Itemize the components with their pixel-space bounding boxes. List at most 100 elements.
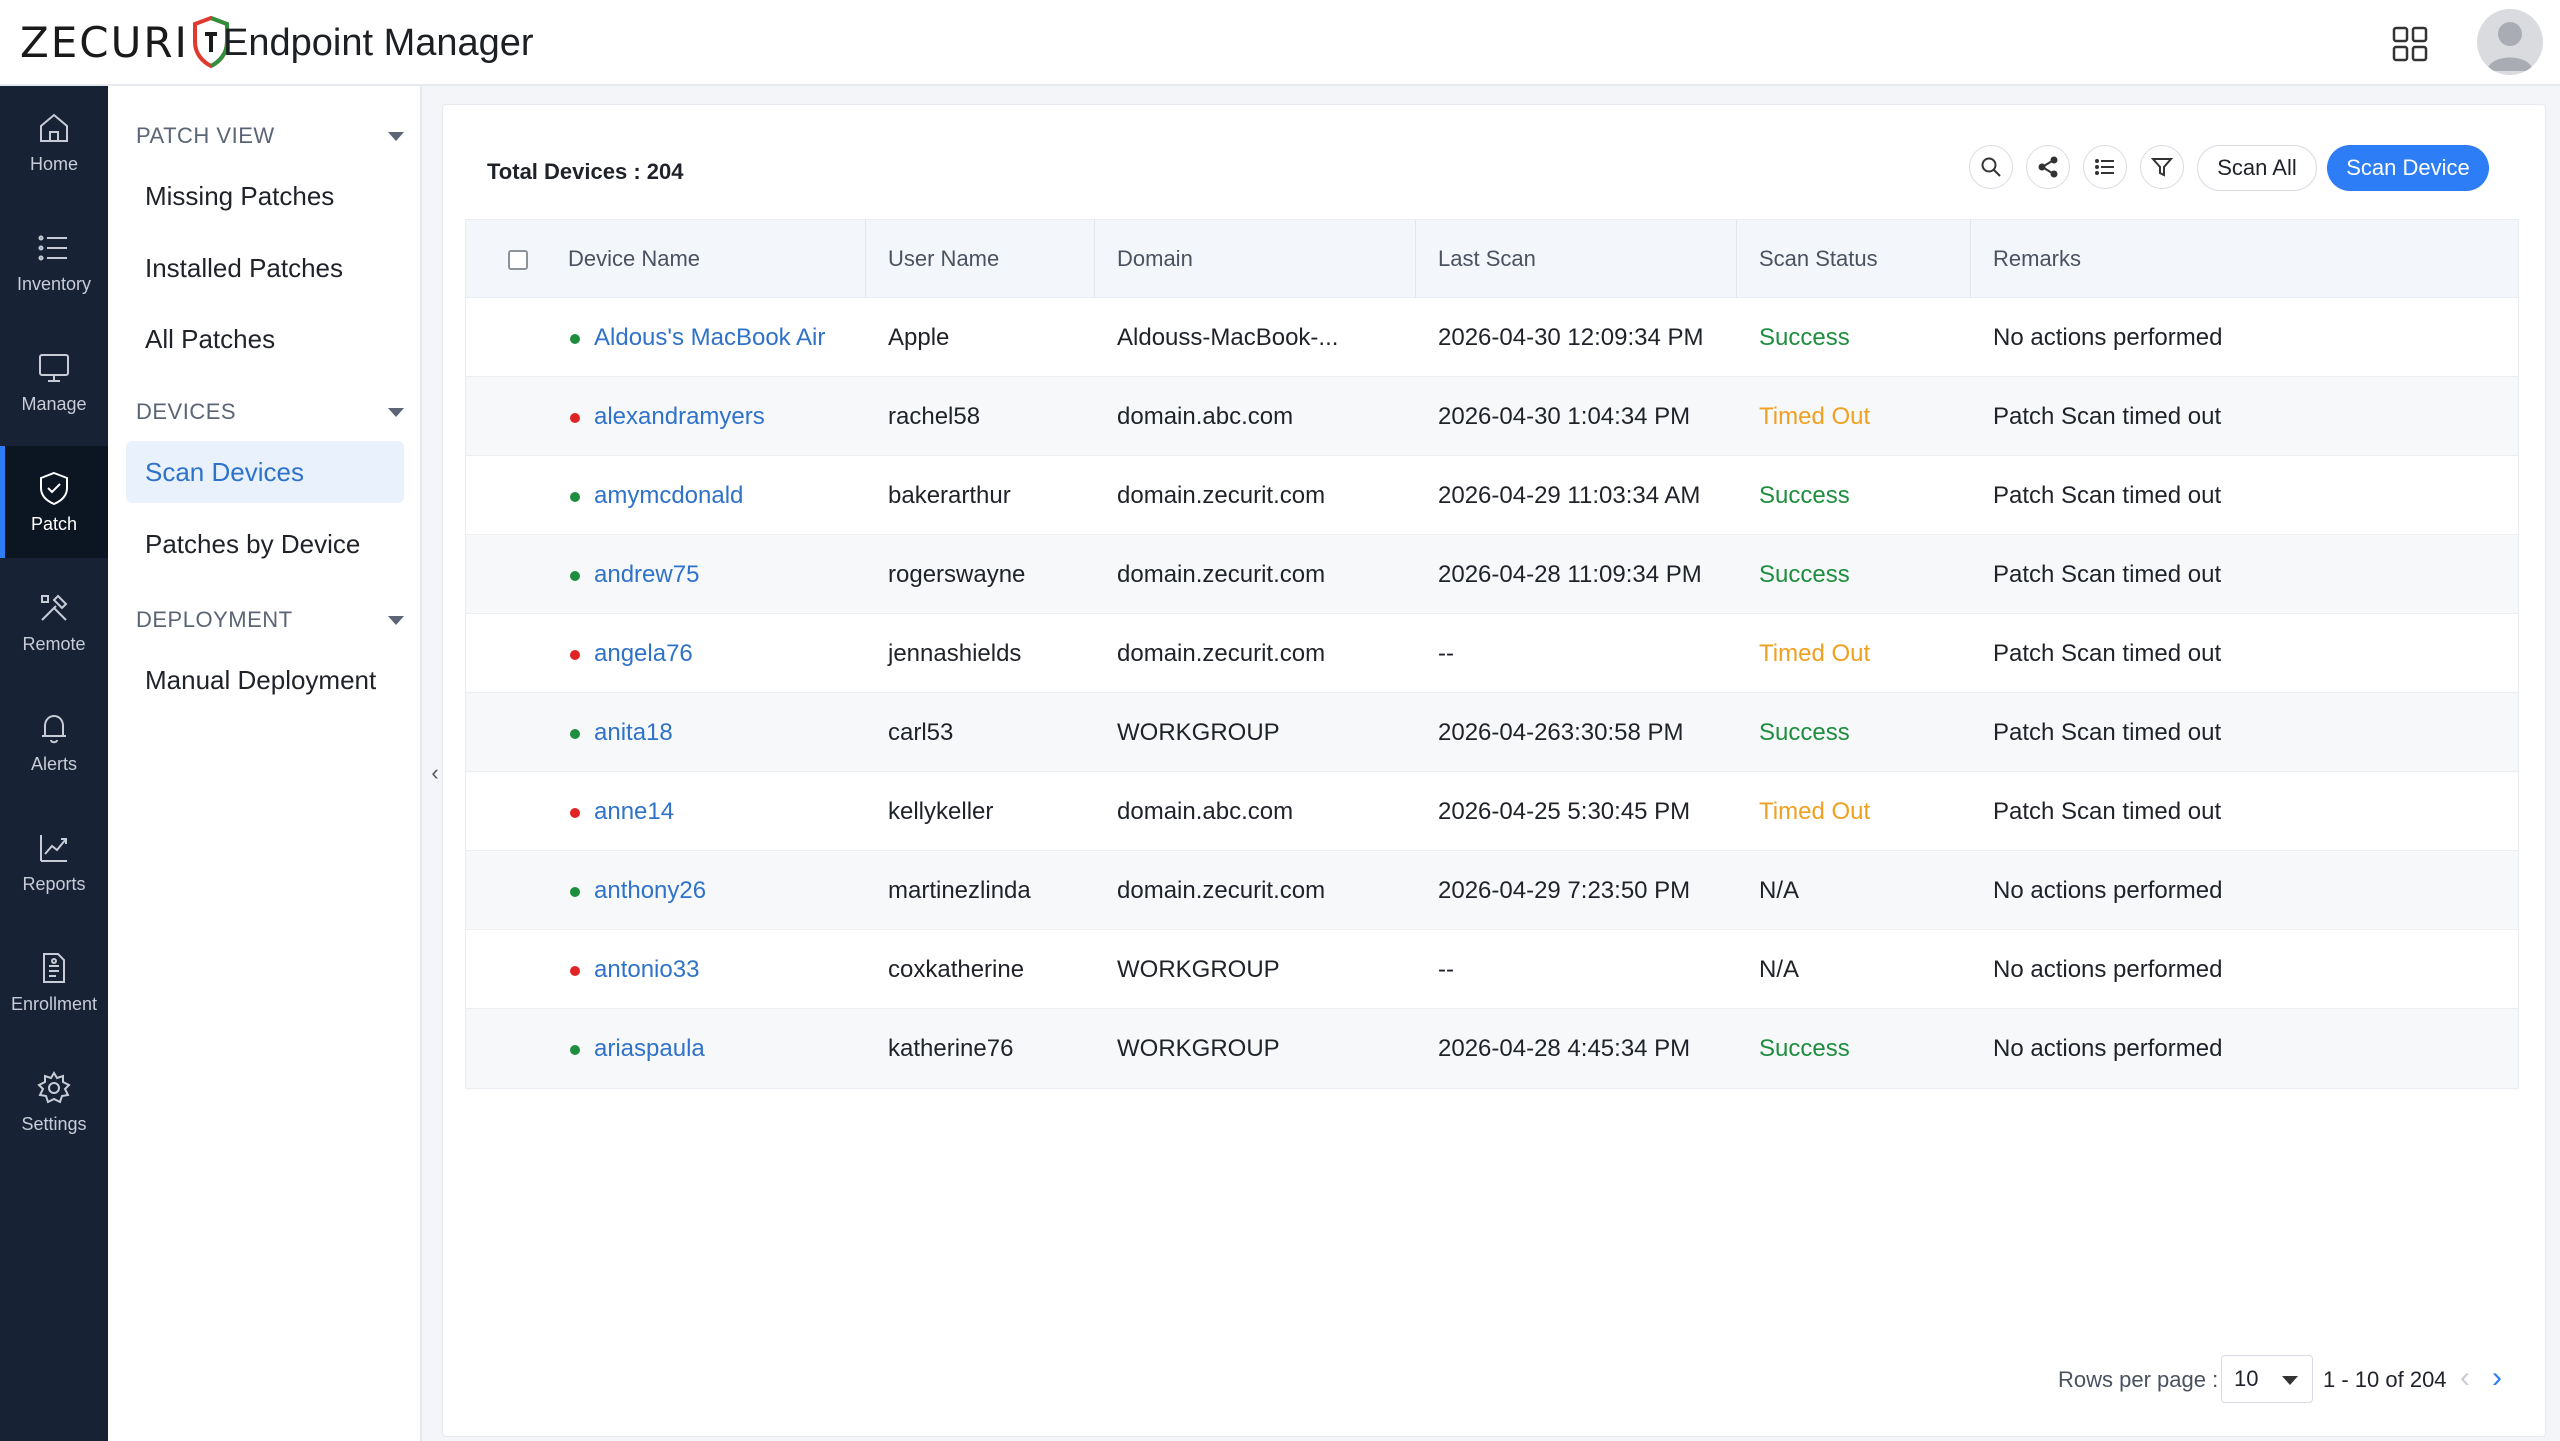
cell-user-name: rogerswayne (888, 561, 1026, 588)
rail-label: Remote (22, 633, 86, 654)
scan-devices-panel: Total Devices : 204 Scan All Scan Device… (442, 104, 2546, 1437)
scan-all-button[interactable]: Scan All (2197, 145, 2317, 191)
prev-page-icon[interactable]: ‹ (2460, 1361, 2470, 1394)
total-devices-count: Total Devices : 204 (487, 159, 684, 184)
home-icon (40, 113, 68, 142)
nav-rail: Home Inventory Manage Patch Remote Alert… (0, 86, 108, 1441)
collapse-sidebar-chevron-icon[interactable]: ‹ (431, 760, 439, 785)
app-grid-icon[interactable] (2390, 24, 2430, 64)
table-row[interactable]: anita18 carl53 WORKGROUP 2026-04-263:30:58 … (466, 693, 2518, 772)
cell-scan-status: Success (1759, 324, 1850, 351)
table-row[interactable]: andrew75 rogerswayne domain.zecurit.com 202… (466, 535, 2518, 614)
caret-down-icon (2282, 1376, 2298, 1385)
rail-item-settings[interactable]: Settings (0, 1046, 108, 1158)
rail-item-reports[interactable]: Reports (0, 806, 108, 918)
offline-status-dot (570, 966, 580, 976)
column-header-device-name[interactable]: Device Name (546, 220, 866, 298)
rail-item-patch[interactable]: Patch (0, 446, 108, 558)
sidebar-item-all-patches[interactable]: All Patches (145, 324, 276, 354)
column-header-last-scan[interactable]: Last Scan (1416, 220, 1737, 298)
column-header-scan-status[interactable]: Scan Status (1737, 220, 1971, 298)
rows-per-page-select[interactable]: 10 (2221, 1355, 2313, 1403)
section-patch-view[interactable]: PATCH VIEW (136, 116, 406, 156)
offline-status-dot (570, 650, 580, 660)
cell-scan-status: Success (1759, 561, 1850, 588)
cell-scan-status: Success (1759, 1035, 1850, 1062)
table-row[interactable]: Aldous's MacBook Air Apple Aldouss-MacBook… (466, 298, 2518, 377)
table-row[interactable]: amymcdonald bakerarthur domain.zecurit.com… (466, 456, 2518, 535)
online-status-dot (570, 887, 580, 897)
device-name-link[interactable]: alexandramyers (594, 403, 765, 430)
cell-remarks: No actions performed (1993, 956, 2223, 983)
rail-item-inventory[interactable]: Inventory (0, 206, 108, 318)
cell-domain: domain.zecurit.com (1117, 640, 1326, 667)
cell-remarks: Patch Scan timed out (1993, 561, 2222, 588)
device-name-link[interactable]: angela76 (594, 640, 693, 667)
rows-per-page-label: Rows per page : (2058, 1367, 2219, 1392)
section-devices[interactable]: DEVICES (136, 392, 406, 432)
scan-device-button[interactable]: Scan Device (2327, 145, 2489, 191)
device-name-link[interactable]: andrew75 (594, 561, 700, 588)
device-name-link[interactable]: ariaspaula (594, 1035, 705, 1062)
cell-user-name: katherine76 (888, 1035, 1014, 1062)
zecurit-logo: ZECURI (20, 12, 231, 72)
cell-last-scan: 2026-04-30 12:09:34 PM (1438, 324, 1704, 351)
table-body: Aldous's MacBook Air Apple Aldouss-MacBook… (466, 298, 2518, 1088)
cell-user-name: rachel58 (888, 403, 981, 430)
table-row[interactable]: angela76 jennashields domain.zecurit.com --… (466, 614, 2518, 693)
table-row[interactable]: alexandramyers rachel58 domain.abc.com 2026… (466, 377, 2518, 456)
caret-down-icon (388, 131, 404, 141)
cell-scan-status: Timed Out (1759, 640, 1871, 667)
rail-item-alerts[interactable]: Alerts (0, 686, 108, 798)
table-row[interactable]: anne14 kellykeller domain.abc.com 2026-04-2… (466, 772, 2518, 851)
sidebar-item-installed-patches[interactable]: Installed Patches (145, 253, 344, 283)
list-view-icon (2095, 159, 2114, 175)
select-all-checkbox[interactable] (508, 250, 528, 270)
rail-label: Home (29, 153, 78, 174)
share-button[interactable] (2026, 145, 2070, 189)
cell-last-scan: 2026-04-30 1:04:34 PM (1438, 403, 1691, 430)
cell-last-scan: -- (1438, 956, 1454, 983)
tools-icon (41, 594, 68, 621)
offline-status-dot (570, 413, 580, 423)
rail-item-enrollment[interactable]: Enrollment (0, 926, 108, 1038)
cell-domain: domain.zecurit.com (1117, 561, 1326, 588)
rail-item-remote[interactable]: Remote (0, 566, 108, 678)
device-name-link[interactable]: anita18 (594, 719, 673, 746)
column-header-user-name[interactable]: User Name (866, 220, 1095, 298)
table-row[interactable]: anthony26 martinezlinda domain.zecurit.com… (466, 851, 2518, 930)
table-row[interactable]: ariaspaula katherine76 WORKGROUP 2026-04-28… (466, 1009, 2518, 1088)
filter-button[interactable] (2140, 145, 2184, 189)
share-icon (2038, 156, 2058, 178)
table-row[interactable]: antonio33 coxkatherine WORKGROUP -- N/A No ac… (466, 930, 2518, 1009)
cell-remarks: Patch Scan timed out (1993, 482, 2222, 509)
patch-sidebar: PATCH VIEW Missing Patches Installed Pat… (108, 86, 422, 1441)
sidebar-item-scan-devices[interactable]: Scan Devices (126, 441, 404, 503)
next-page-icon[interactable]: › (2492, 1361, 2502, 1394)
rail-item-manage[interactable]: Manage (0, 326, 108, 438)
device-name-link[interactable]: anne14 (594, 798, 675, 825)
cell-scan-status: N/A (1759, 877, 1800, 904)
cell-last-scan: -- (1438, 640, 1454, 667)
device-name-link[interactable]: amymcdonald (594, 482, 744, 509)
rail-item-home[interactable]: Home (0, 86, 108, 198)
device-name-link[interactable]: antonio33 (594, 956, 700, 983)
logo-shield-icon (192, 15, 229, 69)
caret-down-icon (388, 615, 404, 625)
section-title: DEVICES (136, 399, 237, 424)
search-button[interactable] (1969, 145, 2013, 189)
device-name-link[interactable]: anthony26 (594, 877, 707, 904)
section-deployment[interactable]: DEPLOYMENT (136, 600, 406, 640)
filter-icon (2151, 158, 2173, 177)
cell-scan-status: Timed Out (1759, 403, 1871, 430)
user-avatar[interactable] (2477, 9, 2543, 75)
device-name-link[interactable]: Aldous's MacBook Air (594, 324, 826, 351)
cell-domain: domain.zecurit.com (1117, 482, 1326, 509)
sidebar-item-patches-by-device[interactable]: Patches by Device (145, 529, 361, 559)
column-header-remarks[interactable]: Remarks (1993, 246, 2082, 271)
sidebar-item-missing-patches[interactable]: Missing Patches (145, 181, 335, 211)
column-header-domain[interactable]: Domain (1095, 220, 1416, 298)
columns-button[interactable] (2083, 145, 2127, 189)
cell-domain: domain.zecurit.com (1117, 877, 1326, 904)
sidebar-item-manual-deployment[interactable]: Manual Deployment (145, 665, 377, 695)
